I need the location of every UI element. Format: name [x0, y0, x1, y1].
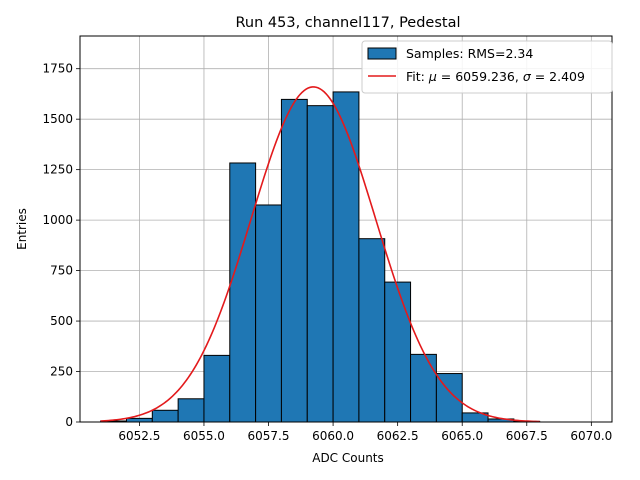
y-tick-label: 500	[50, 314, 73, 328]
legend-samples-swatch	[367, 47, 397, 60]
fit-curve-layer	[100, 86, 540, 423]
y-tick-label: 750	[50, 264, 73, 278]
y-axis: 0 250 500 750 1000 1250 1500 1750	[42, 62, 80, 429]
histogram-bar	[229, 162, 257, 423]
y-tick-label: 1500	[42, 112, 73, 126]
x-tick-label: 6065.0	[441, 429, 483, 443]
x-tick-label: 6062.5	[377, 429, 419, 443]
legend-fit-prefix: Fit:	[406, 69, 429, 84]
histogram-bar	[255, 204, 282, 423]
legend-fit-sigma-symbol: σ	[523, 69, 532, 84]
histogram-bar	[384, 281, 412, 423]
histogram-bar	[280, 98, 308, 423]
y-tick-label: 0	[65, 415, 73, 429]
legend-fit-label: Fit: μ = 6059.236, σ = 2.409	[406, 69, 585, 84]
histogram-bar	[358, 238, 386, 423]
x-axis: 6052.5 6055.0 6057.5 6060.0 6062.5 6065.0 6067…	[118, 422, 612, 443]
histogram-bars	[100, 91, 541, 423]
y-tick-label: 1250	[42, 163, 73, 177]
legend-fit-mu-value: = 6059.236,	[437, 69, 523, 84]
x-tick-label: 6070.0	[570, 429, 612, 443]
legend-samples-label: Samples: RMS=2.34	[406, 46, 533, 61]
legend-fit-mu-symbol: μ	[428, 69, 437, 84]
y-axis-label: Entries	[15, 208, 29, 250]
histogram-bar	[151, 409, 179, 423]
chart-title: Run 453, channel117, Pedestal	[235, 15, 460, 31]
x-axis-label: ADC Counts	[312, 451, 384, 465]
x-tick-label: 6060.0	[312, 429, 354, 443]
y-tick-label: 1000	[42, 213, 73, 227]
histogram-bar	[125, 417, 153, 423]
x-tick-label: 6067.5	[506, 429, 548, 443]
histogram-bar	[306, 105, 334, 423]
histogram-bar	[203, 354, 231, 423]
histogram-bar	[410, 353, 437, 423]
histogram-bar	[177, 398, 205, 423]
legend: Samples: RMS=2.34 Fit: μ = 6059.236, σ =…	[361, 40, 613, 94]
histogram-bar	[332, 91, 360, 423]
x-tick-label: 6052.5	[118, 429, 160, 443]
y-tick-label: 1750	[42, 62, 73, 76]
plot-frame	[79, 35, 613, 423]
legend-box	[361, 40, 613, 94]
y-tick-label: 250	[50, 365, 73, 379]
fit-curve	[100, 86, 540, 423]
x-tick-label: 6055.0	[183, 429, 225, 443]
x-tick-label: 6057.5	[248, 429, 290, 443]
legend-fit-sigma-value: = 2.409	[531, 69, 585, 84]
